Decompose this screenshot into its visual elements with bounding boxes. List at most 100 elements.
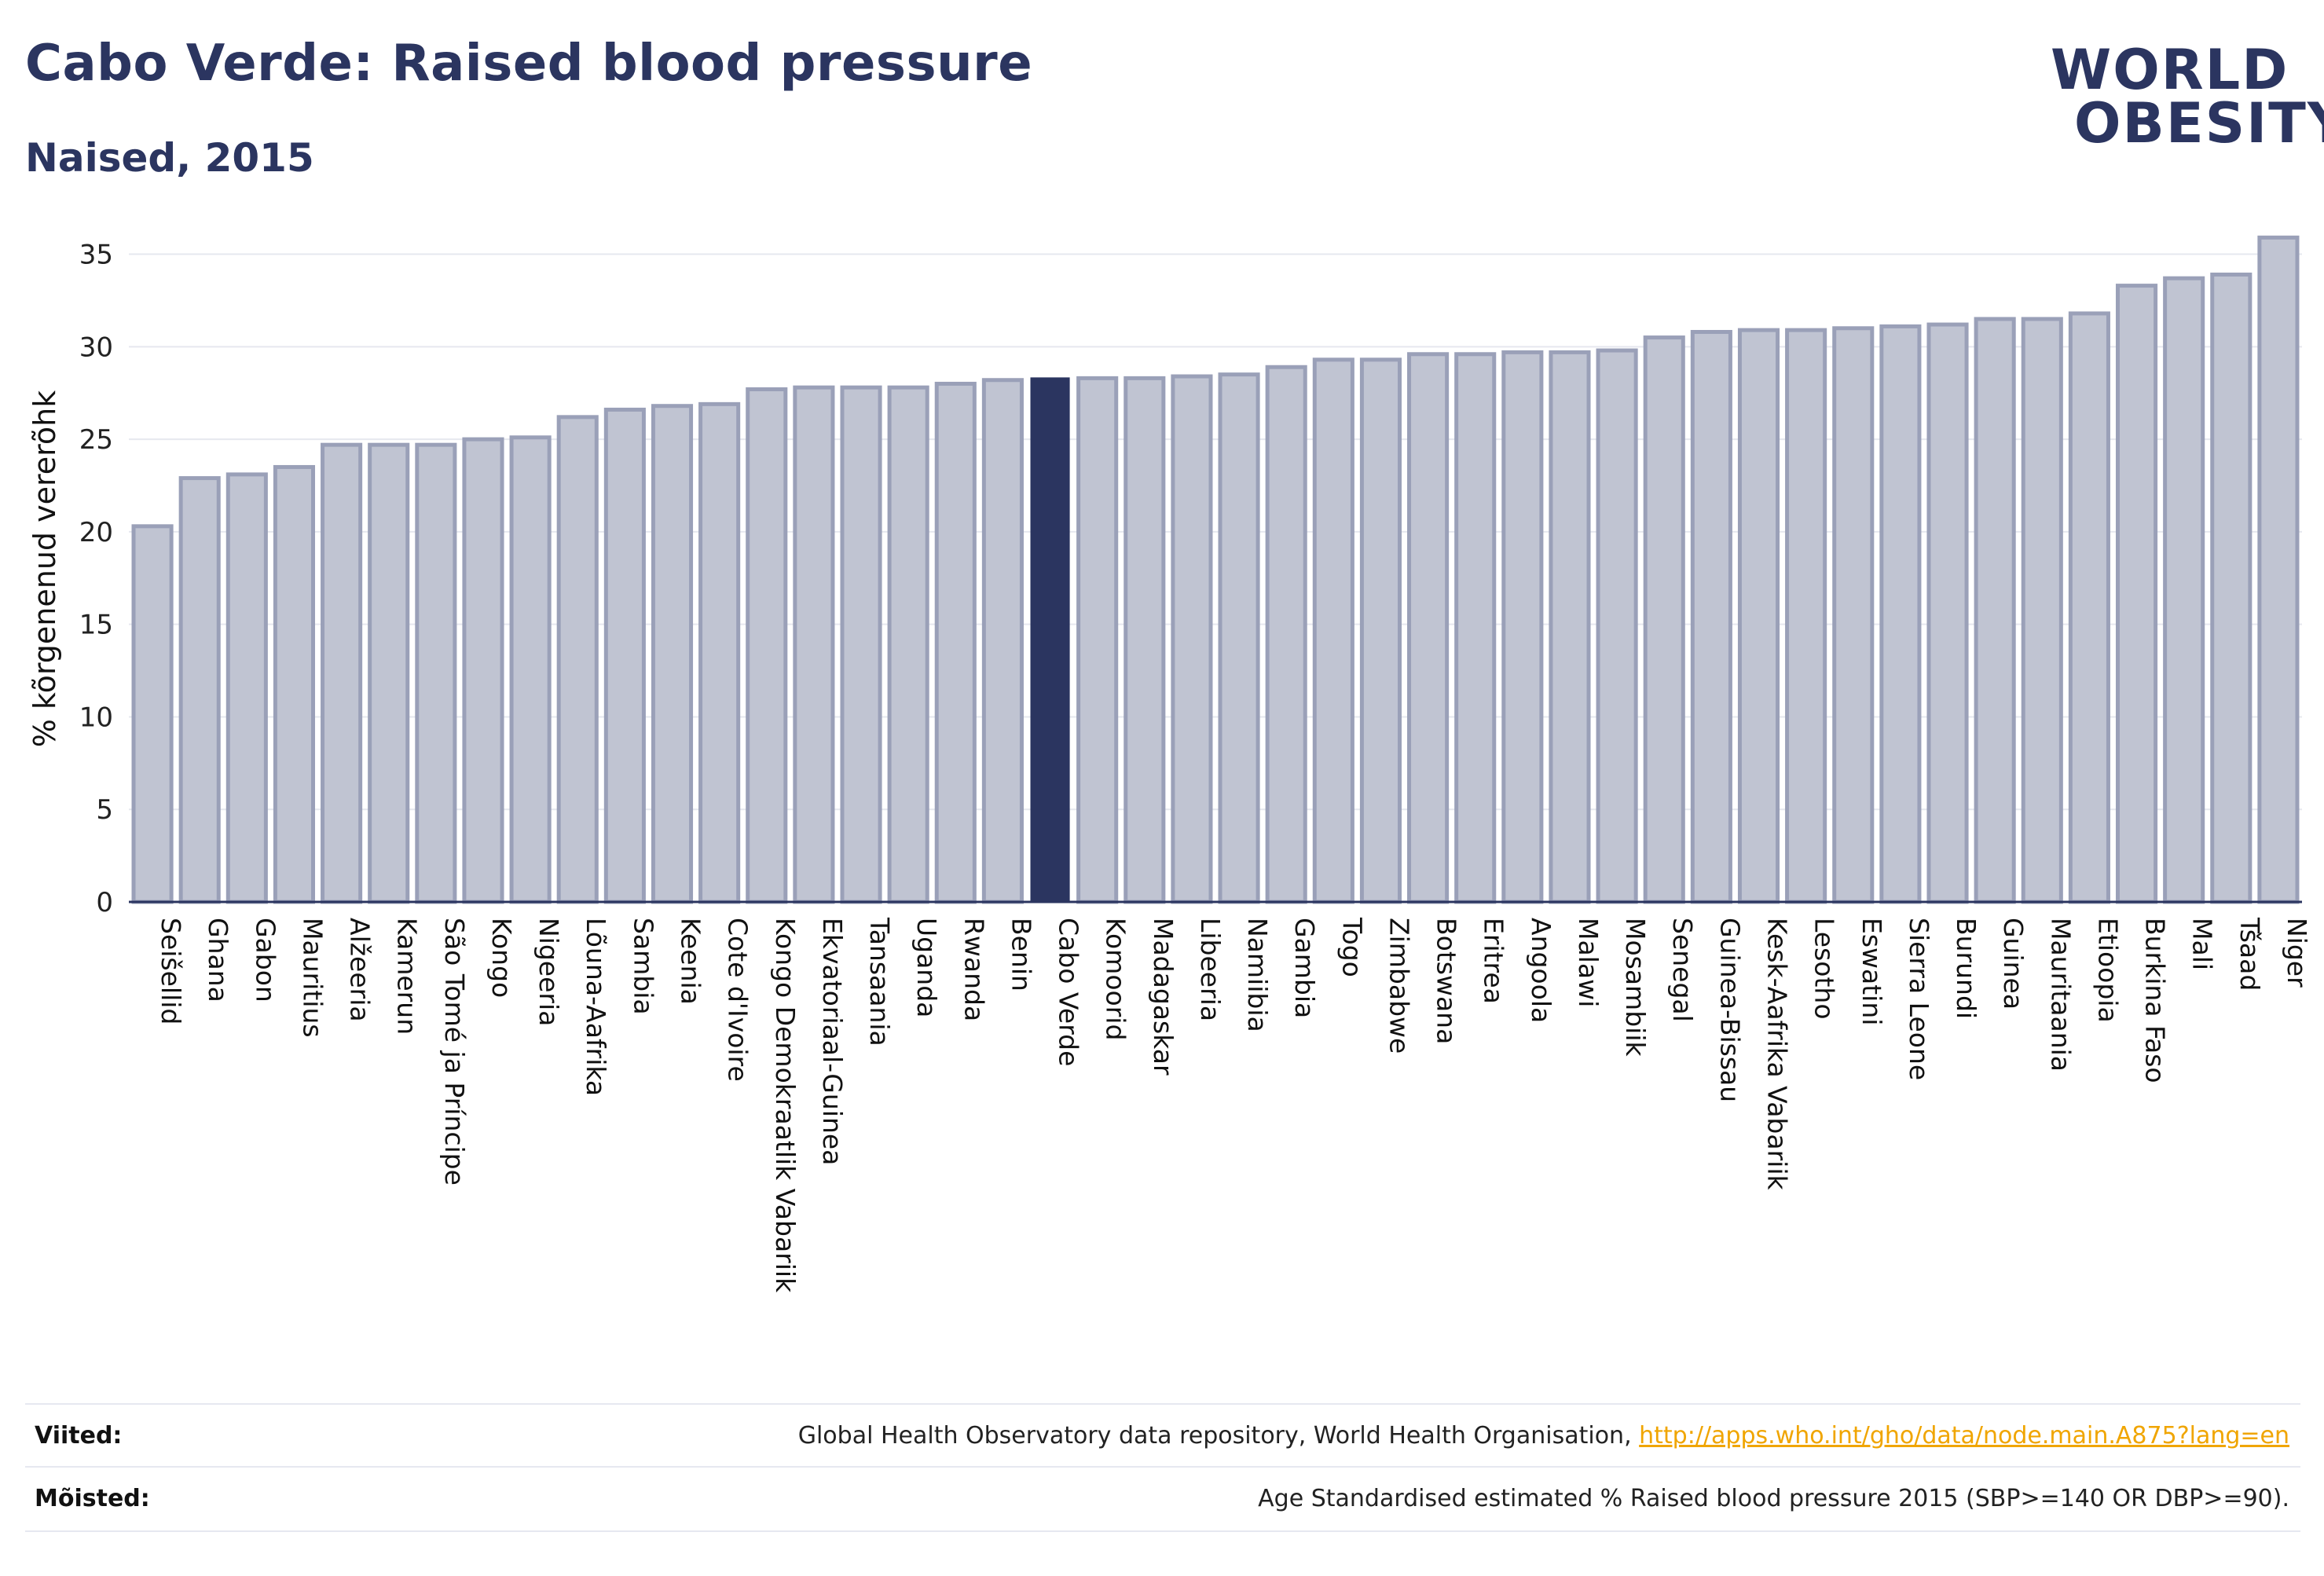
- definitions-value: Age Standardised estimated % Raised bloo…: [1258, 1485, 2289, 1512]
- x-tick-label: Mauritaania: [2045, 918, 2076, 1072]
- x-tick-label: Ekvatoriaal-Guinea: [817, 918, 848, 1165]
- bar[interactable]: [1407, 352, 1450, 904]
- x-tick-label: Senegal: [1667, 918, 1698, 1022]
- bar[interactable]: [1265, 365, 1307, 904]
- x-tick-label: Tšaad: [2234, 917, 2265, 991]
- x-tick-label: Guinea-Bissau: [1714, 918, 1745, 1102]
- sources-text: Global Health Observatory data repositor…: [797, 1422, 1640, 1450]
- x-tick-label: Keenia: [676, 918, 706, 1005]
- bar[interactable]: [651, 404, 694, 904]
- bar[interactable]: [603, 407, 646, 904]
- bar[interactable]: [934, 381, 977, 904]
- bar[interactable]: [178, 476, 221, 904]
- x-tick-label: Angoola: [1526, 918, 1556, 1023]
- bar[interactable]: [1974, 317, 2016, 904]
- x-axis-ticks: Seišellid Ghana Gabon Mauritius Alžeeria Kame…: [156, 917, 2312, 1293]
- bar[interactable]: [1076, 376, 1119, 904]
- bar[interactable]: [1171, 374, 1213, 904]
- logo-line1-o: O: [2113, 38, 2161, 102]
- x-tick-label: São Tomé ja Príncipe: [439, 918, 470, 1186]
- x-tick-label: Guinea: [1998, 918, 2029, 1010]
- bar[interactable]: [1926, 322, 1969, 904]
- page-title: Cabo Verde: Raised blood pressure: [25, 35, 1033, 93]
- x-tick-label: Libeeria: [1195, 918, 1226, 1021]
- x-tick-label: Rwanda: [959, 918, 989, 1021]
- x-tick-label: Burkina Faso: [2140, 918, 2171, 1083]
- x-tick-label: Alžeeria: [345, 918, 376, 1022]
- bar[interactable]: [2021, 317, 2063, 904]
- x-tick-label: Kesk-Aafrika Vabariik: [1762, 918, 1793, 1190]
- bar[interactable]: [556, 415, 599, 904]
- x-tick-label: Sierra Leone: [1904, 918, 1934, 1080]
- logo-line1-after: RLD: [2161, 38, 2289, 102]
- bar[interactable]: [2068, 311, 2110, 904]
- x-tick-label: Lõuna-Aafrika: [581, 918, 611, 1096]
- y-axis-ticks: 0 5 10 15 20 25 30 35: [79, 240, 113, 918]
- bar[interactable]: [1501, 350, 1544, 904]
- sources-link[interactable]: http://apps.who.int/gho/data/node.main.A…: [1639, 1422, 2289, 1450]
- bar[interactable]: [1737, 328, 1780, 904]
- x-tick-label: Etioopia: [2092, 918, 2123, 1023]
- bar[interactable]: [321, 442, 363, 904]
- bar[interactable]: [1643, 335, 1685, 904]
- x-tick-label: Benin: [1006, 918, 1036, 991]
- bar[interactable]: [1832, 326, 1875, 904]
- x-tick-label: Kamerun: [392, 918, 423, 1035]
- x-tick-label: Gambia: [1289, 918, 1320, 1018]
- bar[interactable]: [1030, 377, 1070, 903]
- bar[interactable]: [1785, 328, 1827, 904]
- y-tick-label: 5: [96, 794, 113, 826]
- bar[interactable]: [746, 387, 788, 904]
- x-tick-label: Mauritius: [297, 918, 328, 1038]
- x-tick-label: Lesotho: [1809, 918, 1840, 1020]
- x-tick-label: Mali: [2187, 918, 2218, 970]
- bar[interactable]: [462, 437, 504, 904]
- y-axis-label: % kõrgenenud vererõhk: [27, 390, 62, 748]
- bar[interactable]: [415, 442, 457, 904]
- x-tick-label: Mosambiik: [1620, 918, 1651, 1057]
- bar[interactable]: [1124, 376, 1166, 904]
- bar[interactable]: [1454, 352, 1497, 904]
- x-tick-label: Botswana: [1431, 918, 1462, 1044]
- bar[interactable]: [273, 464, 316, 904]
- logo-line2-o: O: [2074, 91, 2123, 156]
- bar[interactable]: [2163, 276, 2205, 904]
- bar[interactable]: [981, 378, 1024, 904]
- bar[interactable]: [368, 442, 410, 904]
- bar[interactable]: [1690, 329, 1732, 904]
- bar[interactable]: [1549, 350, 1591, 904]
- bar[interactable]: [2257, 235, 2300, 904]
- bar[interactable]: [131, 524, 174, 904]
- x-tick-label: Tansaania: [864, 917, 895, 1046]
- x-tick-label: Gabon: [250, 918, 280, 1002]
- x-tick-label: Kongo: [486, 918, 517, 998]
- y-tick-label: 10: [79, 702, 113, 733]
- logo-line-2: OBESITY: [2074, 96, 2324, 151]
- bar[interactable]: [1218, 372, 1260, 904]
- bar[interactable]: [793, 385, 835, 904]
- x-tick-label: Eswatini: [1857, 918, 1887, 1025]
- x-tick-label: Malawi: [1573, 918, 1604, 1007]
- logo-line-1: WORLD: [2051, 42, 2289, 97]
- bar[interactable]: [887, 385, 929, 904]
- x-tick-label: Eritrea: [1479, 918, 1509, 1004]
- bar[interactable]: [225, 472, 268, 904]
- bar[interactable]: [1596, 348, 1638, 904]
- y-tick-label: 15: [79, 610, 113, 641]
- x-tick-label: Nigeeria: [533, 918, 564, 1026]
- bar[interactable]: [1359, 357, 1402, 904]
- bar[interactable]: [1312, 357, 1354, 904]
- bar[interactable]: [840, 385, 882, 904]
- bar[interactable]: [2210, 272, 2253, 904]
- bar[interactable]: [698, 401, 741, 904]
- sources-value: Global Health Observatory data repositor…: [798, 1422, 2289, 1450]
- bar[interactable]: [1879, 324, 1922, 904]
- x-tick-label: Burundi: [1951, 918, 1981, 1019]
- bar[interactable]: [2115, 284, 2158, 904]
- footer-definitions-row: Mõisted: Age Standardised estimated % Ra…: [25, 1466, 2300, 1532]
- y-tick-label: 35: [79, 240, 113, 271]
- bar-chart: 0 5 10 15 20 25 30 35 Seišellid Ghana Gabon Maurit…: [27, 235, 2312, 1293]
- logo-line1-before: W: [2051, 38, 2113, 102]
- bar[interactable]: [509, 435, 552, 904]
- x-tick-label: Seišellid: [156, 918, 186, 1024]
